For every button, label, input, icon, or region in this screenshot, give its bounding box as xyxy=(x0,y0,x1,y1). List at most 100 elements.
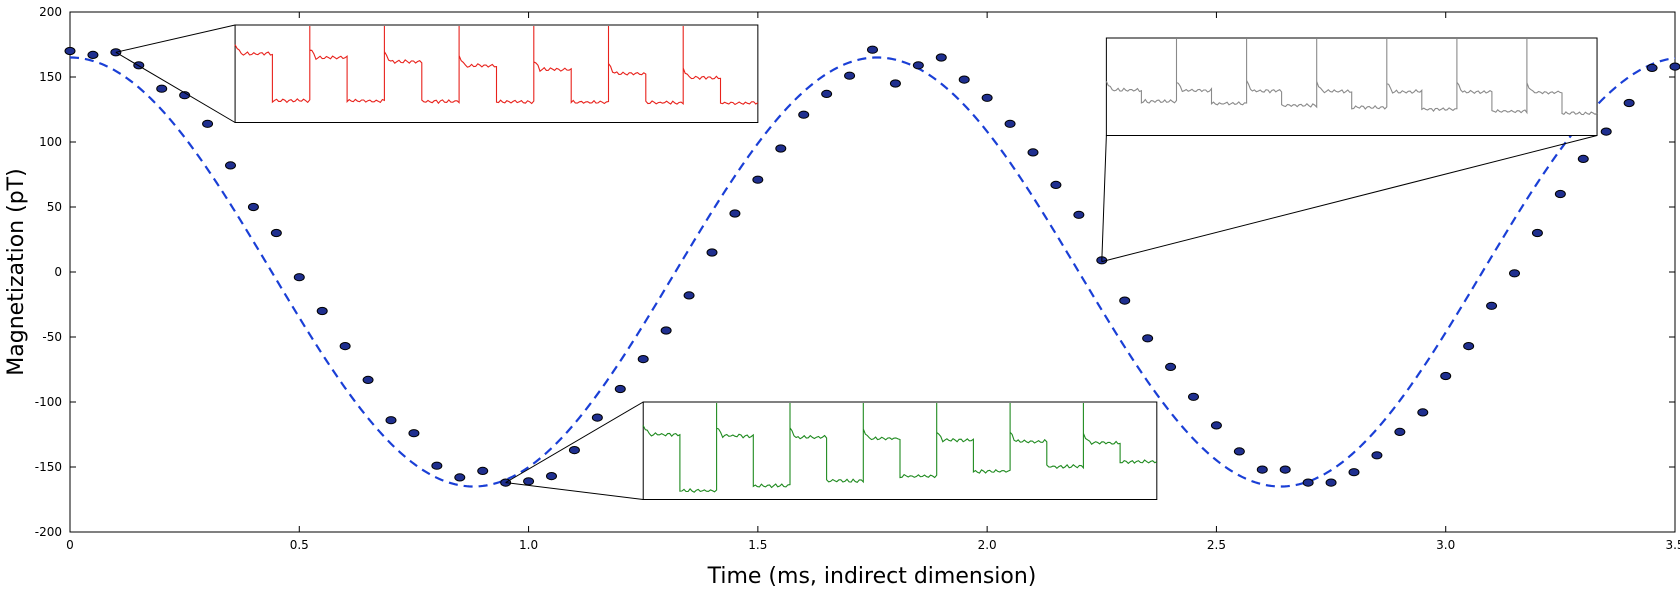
y-tick-label: 100 xyxy=(39,135,62,149)
data-point xyxy=(752,175,764,184)
zoom-connector xyxy=(1101,135,1598,263)
data-point xyxy=(362,375,374,384)
zoom-connector xyxy=(505,482,644,500)
data-point xyxy=(1669,62,1680,71)
data-point xyxy=(1394,427,1406,436)
data-point xyxy=(225,161,236,170)
data-point xyxy=(821,89,833,99)
data-point xyxy=(867,45,878,54)
data-point xyxy=(1371,451,1383,460)
data-point xyxy=(1623,98,1635,108)
data-point xyxy=(247,202,259,212)
data-point xyxy=(1600,127,1612,136)
x-tick-label: 2.5 xyxy=(1207,538,1226,552)
data-point xyxy=(293,273,305,282)
data-point xyxy=(431,461,443,470)
data-point xyxy=(844,71,856,80)
data-point xyxy=(1531,228,1543,238)
x-tick-label: 0.5 xyxy=(290,538,309,552)
fit-layer xyxy=(69,56,1676,488)
y-tick-label: -200 xyxy=(35,525,62,539)
data-point xyxy=(1210,421,1222,430)
x-tick-label: 2.0 xyxy=(978,538,997,552)
data-point xyxy=(591,413,603,422)
inset-gray-box xyxy=(1105,37,1598,136)
data-point xyxy=(1463,342,1475,351)
zoom-connector xyxy=(115,51,236,123)
data-point xyxy=(1279,465,1291,474)
data-point xyxy=(385,416,397,425)
zoom-connector xyxy=(505,401,644,484)
data-point xyxy=(546,472,557,481)
ticks-layer: 0 0.5 1.0 1.5 2.0 2.5 3.0 3.5 200 150 100 50 0 -50 -10… xyxy=(35,5,1680,552)
data-point xyxy=(568,446,580,455)
data-point xyxy=(1348,468,1360,477)
data-point xyxy=(1142,334,1154,343)
x-tick-label: 3.5 xyxy=(1665,538,1680,552)
data-point xyxy=(64,46,76,56)
x-axis-title: Time (ms, indirect dimension) xyxy=(707,564,1037,589)
data-point xyxy=(1646,63,1658,73)
data-point xyxy=(1440,371,1452,381)
data-point xyxy=(523,477,535,486)
data-point xyxy=(1165,362,1177,371)
y-axis-title: Magnetization (pT) xyxy=(4,168,29,375)
zoom-connector xyxy=(1101,135,1107,262)
inset-layer xyxy=(115,24,1598,500)
data-point xyxy=(454,473,466,482)
data-point xyxy=(156,84,168,93)
data-point xyxy=(637,355,649,364)
y-tick-label: -150 xyxy=(35,460,62,474)
data-point xyxy=(1050,180,1062,189)
data-point xyxy=(339,342,351,351)
data-point xyxy=(1577,154,1589,163)
data-point xyxy=(202,119,214,128)
y-tick-label: 150 xyxy=(39,70,62,84)
data-point xyxy=(270,228,282,238)
x-tick-label: 1.0 xyxy=(519,538,538,552)
y-tick-label: 200 xyxy=(39,5,62,19)
data-point xyxy=(1188,392,1199,401)
data-point xyxy=(408,429,420,438)
data-point xyxy=(614,384,626,394)
y-tick-label: 0 xyxy=(54,265,62,279)
data-point xyxy=(683,291,695,300)
data-point xyxy=(1325,478,1337,487)
x-tick-label: 1.5 xyxy=(748,538,767,552)
data-point xyxy=(1027,148,1039,157)
fit-curve xyxy=(69,56,1676,488)
data-point xyxy=(1302,478,1314,487)
data-point xyxy=(706,248,718,257)
data-point xyxy=(87,50,99,60)
data-point xyxy=(1119,296,1131,305)
data-point xyxy=(912,61,924,70)
data-point xyxy=(1073,210,1085,219)
inset-gray-trace xyxy=(1105,39,1598,116)
zoom-connector xyxy=(115,24,236,53)
data-point xyxy=(958,75,970,84)
x-tick-label: 3.0 xyxy=(1436,538,1455,552)
y-tick-label: -100 xyxy=(35,395,62,409)
data-point xyxy=(477,466,489,475)
y-tick-label: 50 xyxy=(47,200,62,214)
data-point xyxy=(660,326,672,335)
data-point xyxy=(729,209,741,218)
data-point xyxy=(1233,447,1245,456)
data-point xyxy=(1256,465,1268,474)
data-point xyxy=(316,306,328,316)
inset-green-trace xyxy=(642,403,1158,493)
data-point xyxy=(798,110,810,119)
inset-red-trace xyxy=(234,26,759,106)
data-point xyxy=(775,144,787,153)
data-point xyxy=(981,93,993,102)
data-point xyxy=(1509,269,1520,278)
data-point xyxy=(1486,301,1498,310)
data-point xyxy=(889,79,901,88)
data-point xyxy=(1554,189,1566,199)
x-tick-label: 0 xyxy=(66,538,74,552)
y-tick-label: -50 xyxy=(42,330,62,344)
data-point xyxy=(1004,119,1016,128)
data-point xyxy=(1417,408,1429,417)
data-point xyxy=(935,53,947,62)
